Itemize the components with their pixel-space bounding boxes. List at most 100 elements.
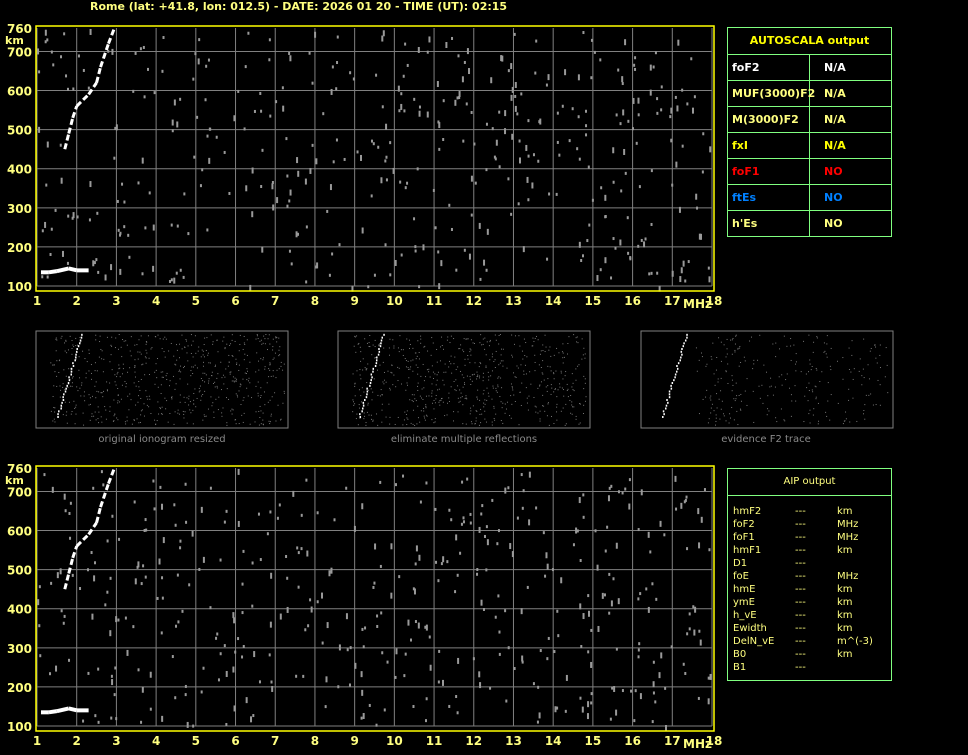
thumbnail-echo <box>811 366 813 368</box>
echo-point <box>259 91 262 95</box>
y-tick-label: 300 <box>7 642 32 656</box>
thumbnail-echo <box>815 367 817 369</box>
thumbnail-echo <box>720 360 722 362</box>
thumbnail-echo <box>412 423 414 425</box>
thumbnail-echo <box>232 355 234 357</box>
thumbnail-echo <box>540 381 542 383</box>
x-tick-label: 11 <box>426 734 443 748</box>
echo-point <box>162 36 165 40</box>
thumbnail-echo <box>484 348 486 350</box>
echo-point <box>276 516 279 520</box>
thumbnail-echo <box>90 372 92 374</box>
thumbnail-echo <box>825 411 827 413</box>
thumbnail-echo <box>155 423 157 425</box>
thumbnail-echo <box>729 413 731 415</box>
thumbnail-echo <box>531 345 533 347</box>
echo-point <box>556 609 559 613</box>
thumbnail-echo <box>473 373 475 375</box>
echo-point <box>304 178 307 185</box>
echo-point <box>360 154 363 161</box>
x-tick-label: 12 <box>465 734 482 748</box>
thumbnail-echo <box>466 338 468 340</box>
thumbnail-echo <box>499 362 501 364</box>
echo-point <box>77 54 80 58</box>
echo-point <box>446 560 449 564</box>
thumbnail-echo <box>74 423 76 425</box>
thumbnail-echo <box>183 396 185 398</box>
echo-point <box>429 664 432 671</box>
echo-point <box>522 489 525 493</box>
thumbnail-echo <box>428 368 430 370</box>
aip-unit: km <box>837 545 853 556</box>
echo-point <box>326 622 329 629</box>
thumbnail-echo <box>420 397 422 399</box>
x-tick-label: 2 <box>73 294 81 308</box>
thumbnail-echo <box>275 377 277 379</box>
thumbnail-echo <box>207 408 209 410</box>
aip-param: B0 <box>733 649 747 660</box>
thumbnail-echo <box>239 386 241 388</box>
thumbnail-echo <box>256 352 258 354</box>
thumbnail-echo <box>116 373 118 375</box>
echo-point <box>223 150 226 154</box>
thumbnail-echo <box>146 352 148 354</box>
echo-point <box>479 682 482 689</box>
thumbnail-echo <box>570 412 572 414</box>
thumbnail-echo <box>547 403 549 405</box>
echo-point <box>633 719 636 723</box>
echo-point <box>331 252 334 256</box>
thumbnail-echo <box>249 382 251 384</box>
thumbnail-echo <box>194 388 196 390</box>
thumbnail-echo <box>245 373 247 375</box>
thumbnail-echo <box>445 371 447 373</box>
thumbnail-trace <box>381 336 384 339</box>
thumbnail-trace <box>72 362 74 365</box>
thumbnail-echo <box>535 335 537 337</box>
echo-point <box>578 157 581 161</box>
thumbnail-echo <box>706 363 708 365</box>
thumbnail-echo <box>200 399 202 401</box>
thumbnail-echo <box>193 393 195 395</box>
thumbnail-echo <box>454 389 456 391</box>
echo-point <box>66 261 69 265</box>
echo-point <box>43 473 46 477</box>
aip-value: --- <box>795 519 806 530</box>
thumbnail-echo <box>53 406 55 408</box>
thumbnail-echo <box>569 399 571 401</box>
thumbnail-echo <box>829 419 831 421</box>
thumbnail-echo <box>193 403 195 405</box>
aip-unit: km <box>837 584 853 595</box>
thumbnail-echo <box>230 371 232 373</box>
echo-point <box>170 223 173 227</box>
thumbnail-echo <box>425 405 427 407</box>
thumbnail-trace <box>666 399 668 401</box>
thumbnail-echo <box>170 396 172 398</box>
thumbnail-echo <box>91 378 93 380</box>
echo-point <box>535 506 538 510</box>
thumbnail-echo <box>735 398 737 400</box>
thumbnail-echo <box>266 382 268 384</box>
thumbnail-echo <box>725 356 727 358</box>
thumbnail-echo <box>571 401 573 403</box>
thumbnail-trace <box>674 376 676 379</box>
thumbnail-echo <box>178 357 180 359</box>
echo-point <box>687 260 690 264</box>
thumbnail-echo <box>514 376 516 378</box>
thumbnail-echo <box>397 366 399 368</box>
thumbnail-trace <box>366 393 368 396</box>
thumbnail-echo <box>239 334 241 336</box>
echo-point <box>539 649 542 653</box>
thumbnail-echo <box>550 355 552 357</box>
echo-point <box>94 714 97 718</box>
thumbnail-echo <box>423 410 425 412</box>
thumbnail-echo <box>461 374 463 376</box>
thumbnail-echo <box>875 357 877 359</box>
thumbnail-echo <box>157 386 159 388</box>
echo-point <box>400 103 403 110</box>
thumbnail-echo <box>407 384 409 386</box>
thumbnail-echo <box>483 402 485 404</box>
thumbnail-echo <box>738 365 740 367</box>
echo-point <box>52 63 55 67</box>
thumbnail-echo <box>562 352 564 354</box>
thumbnail-echo <box>731 379 733 381</box>
